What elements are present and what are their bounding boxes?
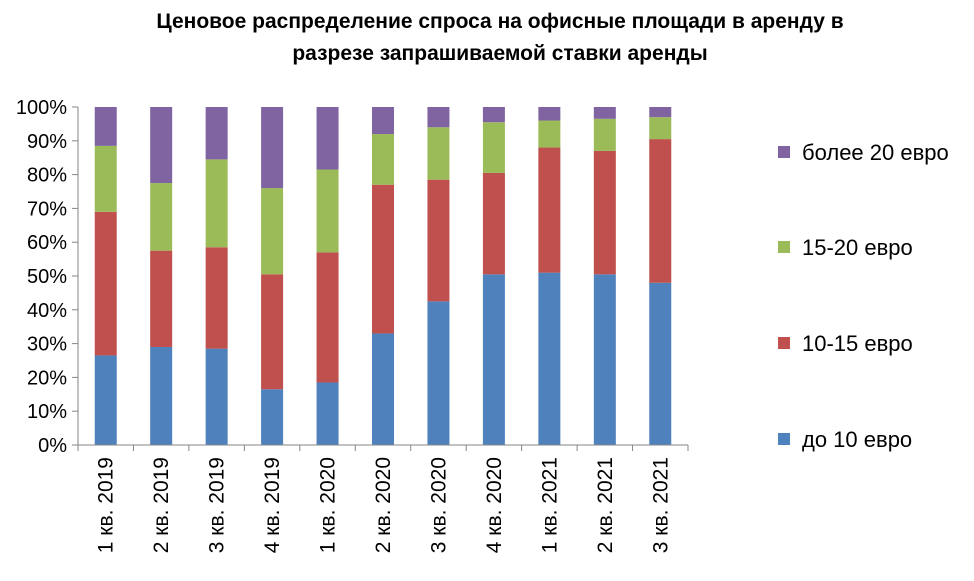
- x-tick-label: 4 кв. 2019: [261, 457, 284, 553]
- bar-segment: [205, 348, 228, 445]
- bar-segment: [649, 282, 672, 445]
- axes-group: [72, 106, 689, 451]
- bar-segment: [482, 122, 505, 173]
- bar-segment: [538, 120, 561, 148]
- legend-label: более 20 евро: [802, 140, 949, 165]
- bar-segment: [316, 382, 339, 445]
- bar-segment: [316, 252, 339, 383]
- bar-segment: [261, 188, 284, 275]
- x-tick-label: 1 кв. 2021: [538, 457, 561, 553]
- bar-segment: [538, 107, 561, 121]
- legend-swatch: [778, 241, 790, 253]
- legend-item-10-15: 10-15 евро: [778, 331, 913, 357]
- bar-segment: [593, 107, 616, 119]
- bar-segment: [593, 274, 616, 445]
- bar-segment: [649, 139, 672, 283]
- x-tick-label: 3 кв. 2020: [427, 457, 450, 553]
- bar-segment: [94, 145, 117, 212]
- bar-segment: [150, 250, 173, 347]
- x-tick-label: 3 кв. 2021: [649, 457, 672, 553]
- bar-segment: [150, 107, 173, 184]
- chart-title-line-1: Ценовое распределение спроса на офисные …: [156, 10, 844, 33]
- bar-segment: [593, 150, 616, 275]
- x-tick-label: 3 кв. 2019: [206, 457, 229, 553]
- bar-segment: [205, 247, 228, 349]
- y-tick-labels: 0% 10% 20% 30% 40% 50% 60% 70% 80% 90% 100%: [16, 97, 67, 457]
- bar-segment: [427, 107, 450, 128]
- x-tick-label: 2 кв. 2021: [594, 457, 617, 553]
- bar-segment: [261, 389, 284, 445]
- legend-item-over-20: более 20 евро: [778, 140, 949, 166]
- y-tick-label: 90%: [27, 131, 67, 153]
- bar-segment: [372, 184, 394, 334]
- x-tick-label: 2 кв. 2019: [150, 457, 173, 553]
- bar-segment: [150, 183, 173, 251]
- bar-segment: [94, 211, 117, 356]
- bar-segment: [427, 179, 450, 302]
- bar-segment: [150, 346, 173, 445]
- bar-segment: [649, 117, 672, 140]
- bar-segment: [261, 107, 284, 189]
- y-tick-label: 50%: [27, 266, 67, 288]
- bar-segment: [482, 172, 505, 275]
- legend-swatch: [778, 433, 790, 445]
- legend-label: 10-15 евро: [802, 331, 913, 356]
- bar-segment: [593, 118, 616, 151]
- legend-item-15-20: 15-20 евро: [778, 235, 913, 261]
- legend-swatch: [778, 146, 790, 158]
- x-tick-label: 1 кв. 2019: [95, 457, 118, 553]
- bar-segment: [427, 127, 450, 180]
- bar-segment: [482, 107, 505, 123]
- bar-segment: [94, 355, 117, 445]
- bar-segment: [372, 107, 394, 135]
- bar-segment: [94, 107, 117, 146]
- y-tick-label: 20%: [27, 367, 67, 389]
- y-tick-label: 100%: [16, 97, 67, 119]
- legend-label: 15-20 евро: [802, 235, 913, 260]
- x-tick-label: 1 кв. 2020: [317, 457, 340, 553]
- y-tick-label: 30%: [27, 334, 67, 356]
- bar-segment: [649, 107, 672, 118]
- bar-segment: [538, 147, 561, 273]
- bar-segment: [205, 107, 228, 160]
- y-tick-label: 10%: [27, 401, 67, 423]
- y-tick-label: 60%: [27, 232, 67, 254]
- chart-title-line-2: разрезе запрашиваемой ставки аренды: [292, 42, 708, 65]
- legend-swatch: [778, 337, 790, 349]
- x-tick-label: 4 кв. 2020: [483, 457, 506, 553]
- bar-segment: [205, 159, 228, 248]
- y-tick-label: 40%: [27, 300, 67, 322]
- bar-segment: [482, 274, 505, 445]
- x-tick-label: 2 кв. 2020: [372, 457, 395, 553]
- bars-group: [94, 107, 672, 445]
- bar-segment: [538, 272, 561, 445]
- bar-segment: [316, 107, 339, 170]
- legend-item-under-10: до 10 евро: [778, 427, 912, 453]
- y-tick-label: 0%: [38, 435, 67, 457]
- legend-label: до 10 евро: [802, 427, 913, 452]
- y-tick-label: 70%: [27, 198, 67, 220]
- bar-segment: [372, 134, 394, 185]
- chart-title: Ценовое распределение спроса на офисные …: [0, 6, 974, 70]
- bar-segment: [261, 274, 284, 390]
- x-tick-labels: 1 кв. 2019 2 кв. 2019 3 кв. 2019 4 кв. 2019…: [95, 457, 673, 553]
- bar-segment: [316, 169, 339, 253]
- bar-segment: [372, 333, 394, 445]
- y-tick-label: 80%: [27, 165, 67, 187]
- bar-segment: [427, 301, 450, 445]
